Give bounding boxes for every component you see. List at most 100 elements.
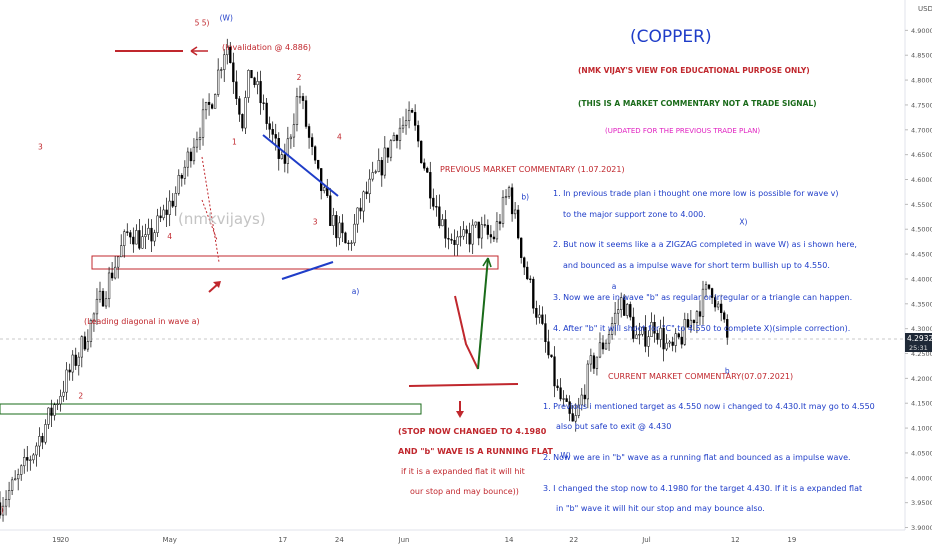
candle-body — [629, 304, 632, 318]
candle-body — [450, 238, 453, 241]
wave-label: 4 — [167, 232, 172, 241]
candle-body — [568, 401, 571, 414]
candle-body — [347, 242, 350, 245]
y-tick-label: 4.0000 — [911, 474, 932, 482]
candle-body — [407, 109, 411, 122]
candle-body — [386, 147, 390, 158]
candle-body — [504, 196, 508, 198]
candle-body — [123, 231, 126, 246]
candle-body — [23, 457, 26, 467]
candle-body — [526, 266, 529, 280]
candle-body — [95, 298, 99, 315]
candle-body — [662, 327, 665, 350]
x-tick-label: Jul — [641, 536, 651, 544]
candle-body — [616, 309, 620, 314]
instrument-title: (COPPER) — [630, 27, 712, 47]
candle-body — [613, 312, 617, 324]
candle-body — [135, 230, 138, 245]
x-tick-label: 19 — [787, 536, 796, 544]
candle-body — [598, 342, 602, 358]
candle-body — [704, 284, 708, 290]
wave-label: 1 — [232, 138, 237, 147]
candle-body — [653, 321, 656, 334]
candle-body — [595, 356, 599, 369]
candle-body — [632, 316, 635, 339]
candle-body — [523, 257, 526, 268]
previous-point: 3. Now we are in wave "b" as regular or … — [553, 293, 852, 302]
y-tick-label: 4.4000 — [911, 275, 932, 283]
current-point: in "b" wave it will hit our stop and may… — [556, 504, 765, 513]
candle-body — [274, 134, 277, 139]
candle-body — [162, 209, 165, 219]
candle-body — [171, 200, 174, 207]
candle-body — [404, 120, 408, 126]
candle-body — [41, 436, 44, 443]
candle-body — [510, 187, 514, 215]
candle-body — [62, 391, 65, 397]
x-tick-label: May — [162, 536, 176, 544]
candle-body — [10, 479, 14, 491]
candle-body — [189, 151, 193, 162]
candle-body — [659, 327, 662, 340]
candle-body — [589, 355, 593, 365]
candle-body — [220, 69, 223, 71]
candle-body — [362, 191, 365, 212]
candle-body — [513, 209, 517, 215]
candle-body — [577, 404, 580, 416]
candle-body — [544, 323, 547, 342]
previous-point: 2. But now it seems like a a ZIGZAG comp… — [553, 240, 857, 249]
candle-body — [374, 171, 377, 173]
candle-body — [468, 233, 471, 245]
support-zone — [0, 403, 422, 415]
candle-body — [247, 70, 250, 98]
candle-body — [635, 334, 638, 339]
candle-body — [447, 238, 450, 240]
candle-body — [280, 154, 283, 159]
y-tick-label: 4.5500 — [911, 201, 932, 209]
candle-body — [165, 209, 168, 215]
wave-label: a) — [352, 287, 360, 296]
y-tick-label: 4.1500 — [911, 400, 932, 408]
wave-label: b — [725, 366, 730, 375]
candle-body — [0, 502, 2, 516]
candle-body — [547, 341, 550, 356]
candle-body — [338, 222, 341, 239]
candle-body — [701, 288, 705, 317]
candle-body — [671, 341, 674, 346]
candle-body — [610, 323, 614, 335]
view-line: (NMK VIJAY'S VIEW FOR EDUCATIONAL PURPOS… — [578, 66, 810, 75]
wave-label: 5 5) — [195, 18, 210, 27]
stop-note-line-4: our stop and may bounce)) — [410, 487, 519, 496]
candle-body — [241, 114, 244, 129]
candle-body — [553, 356, 556, 387]
candle-body — [47, 407, 50, 425]
candle-body — [474, 221, 477, 226]
y-tick-label: 4.3000 — [911, 325, 932, 333]
previous-point: to the major support zone to 4.000. — [563, 210, 706, 219]
updated-line: (UPDATED FOR THE PREVIOUS TRADE PLAN) — [605, 127, 760, 135]
y-tick-label: 4.4500 — [911, 251, 932, 259]
candle-body — [565, 398, 568, 402]
candle-body — [562, 398, 565, 400]
candle-body — [444, 219, 447, 239]
y-tick-label: 4.7500 — [911, 101, 932, 109]
candle-body — [120, 245, 123, 258]
candle-body — [29, 459, 32, 461]
candle-body — [235, 81, 238, 99]
candle-body — [44, 424, 47, 443]
projected-arrowhead — [482, 257, 492, 268]
candle-body — [180, 175, 183, 179]
candle-body — [486, 224, 490, 235]
candle-body — [689, 319, 693, 328]
candle-body — [453, 240, 456, 245]
candle-body — [471, 224, 474, 245]
y-tick-label: 4.7000 — [911, 126, 932, 134]
previous-commentary-heading: PREVIOUS MARKET COMMENTARY (1.07.2021) — [440, 165, 625, 174]
candle-body — [489, 234, 493, 238]
candle-body — [371, 172, 374, 180]
stop-down-arrowhead — [456, 411, 464, 418]
last-price-value: 4.2932 — [907, 334, 932, 343]
candle-body — [192, 146, 196, 162]
